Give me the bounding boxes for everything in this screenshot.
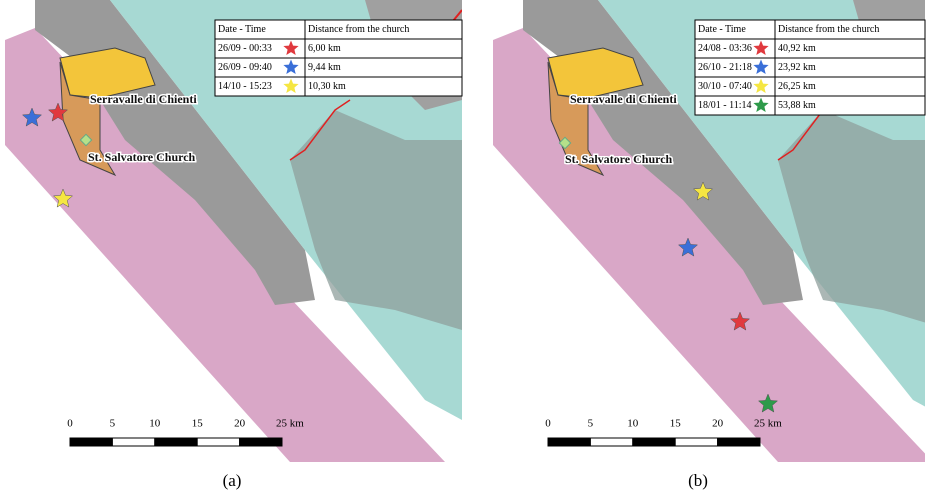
table-header: Date - Time [698,24,746,35]
table-header: Date - Time [218,24,266,35]
scale-segment [548,438,590,446]
table-cell: 6,00 km [308,43,341,54]
scale-label: 25 km [276,418,304,430]
panel-label: (a) [223,471,242,490]
table-cell: 53,88 km [778,100,816,111]
scale-label: 15 [670,418,682,430]
table-header: Distance from the church [308,24,409,35]
scale-label: 20 [712,418,724,430]
scale-label: 5 [588,418,594,430]
scale-label: 0 [67,418,73,430]
table-cell: 26/10 - 21:18 [698,62,752,73]
scale-segment [112,438,154,446]
scale-segment [197,438,239,446]
scale-segment [155,438,197,446]
figure: Serravalle di Chienti St. Salvatore Churc… [0,0,927,497]
place-label: Serravalle di Chienti [570,92,677,106]
table-cell: 14/10 - 15:23 [218,81,272,92]
table-cell: 9,44 km [308,62,341,73]
table-cell: 24/08 - 03:36 [698,43,752,54]
table-cell: 26/09 - 09:40 [218,62,272,73]
table-cell: 10,30 km [308,81,346,92]
scale-segment [675,438,717,446]
scale-label: 5 [110,418,116,430]
scale-label: 25 km [754,418,782,430]
place-label: Serravalle di Chienti [90,92,197,106]
scale-segment [240,438,282,446]
map-panel: Serravalle di Chienti St. Salvatore Churc… [493,0,927,490]
table-cell: 18/01 - 11:14 [698,100,752,111]
scale-segment [70,438,112,446]
scale-segment [633,438,675,446]
place-label: St. Salvatore Church [565,152,673,166]
table-cell: 30/10 - 07:40 [698,81,752,92]
scale-label: 20 [234,418,246,430]
table-cell: 23,92 km [778,62,816,73]
map-panel: Serravalle di Chienti St. Salvatore Churc… [5,0,462,490]
table-cell: 26/09 - 00:33 [218,43,272,54]
panel-label: (b) [688,471,708,490]
scale-label: 10 [149,418,161,430]
scale-label: 0 [545,418,551,430]
table-cell: 40,92 km [778,43,816,54]
scale-segment [718,438,760,446]
scale-label: 10 [627,418,639,430]
scale-segment [590,438,632,446]
table-cell: 26,25 km [778,81,816,92]
table-header: Distance from the church [778,24,879,35]
scale-label: 15 [192,418,204,430]
place-label: St. Salvatore Church [88,150,196,164]
